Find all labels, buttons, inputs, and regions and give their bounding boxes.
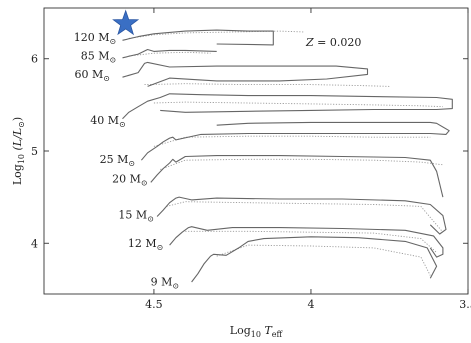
y-tick-label-5: 5	[31, 145, 38, 158]
track-solid-60	[122, 61, 369, 87]
track-solid-25	[140, 121, 450, 161]
mass-label-9: 9 M⊙	[151, 276, 179, 291]
track-solid-85	[122, 48, 217, 59]
star-marker	[112, 9, 140, 36]
mass-label-120: 120 M⊙	[74, 31, 116, 46]
x-tick-label-3.5: 3.5	[459, 298, 471, 311]
track-dotted-20	[160, 158, 443, 170]
mass-labels: 120 M⊙ 85 M⊙ 60 M⊙ 40 M⊙ 25 M⊙ 20 M⊙ 15 M⊙ 12 M…	[74, 31, 179, 291]
track-dotted-15	[166, 201, 444, 233]
y-axis-title: Log10 (L/L⊙)	[11, 117, 26, 185]
star-marker-layer	[112, 9, 140, 36]
track-solid-20	[150, 155, 444, 198]
mass-label-85: 85 M⊙	[81, 50, 116, 65]
track-dotted-40	[153, 101, 443, 108]
mass-label-25: 25 M⊙	[100, 153, 135, 168]
track-solid-40	[122, 93, 453, 120]
track-solid-15	[156, 196, 447, 235]
metallicity-annotation: Z = 0.020	[305, 36, 361, 49]
track-solid-12	[169, 226, 444, 258]
mass-label-60: 60 M⊙	[75, 68, 110, 83]
track-dotted-120	[128, 30, 305, 39]
mass-label-12: 12 M⊙	[128, 237, 163, 252]
track-dotted-25	[153, 135, 431, 147]
x-tick-label-4.5: 4.5	[145, 298, 163, 311]
x-axis-title: Log10 Teff	[230, 324, 284, 339]
track-solid-120	[122, 29, 274, 46]
track-dotted-12	[185, 230, 437, 253]
evolutionary-tracks	[122, 29, 453, 283]
y-tick-label-6: 6	[31, 53, 38, 66]
mass-label-20: 20 M⊙	[112, 172, 147, 187]
track-dotted-9	[216, 244, 431, 276]
mass-label-40: 40 M⊙	[90, 114, 125, 129]
track-solid-9	[191, 236, 438, 283]
mass-label-15: 15 M⊙	[118, 208, 153, 223]
axis-ticks: 4.5 4 3.5 4 5 6	[31, 8, 471, 311]
track-dotted-60	[144, 83, 390, 87]
y-tick-label-4: 4	[31, 237, 38, 250]
x-tick-label-4: 4	[307, 298, 314, 311]
